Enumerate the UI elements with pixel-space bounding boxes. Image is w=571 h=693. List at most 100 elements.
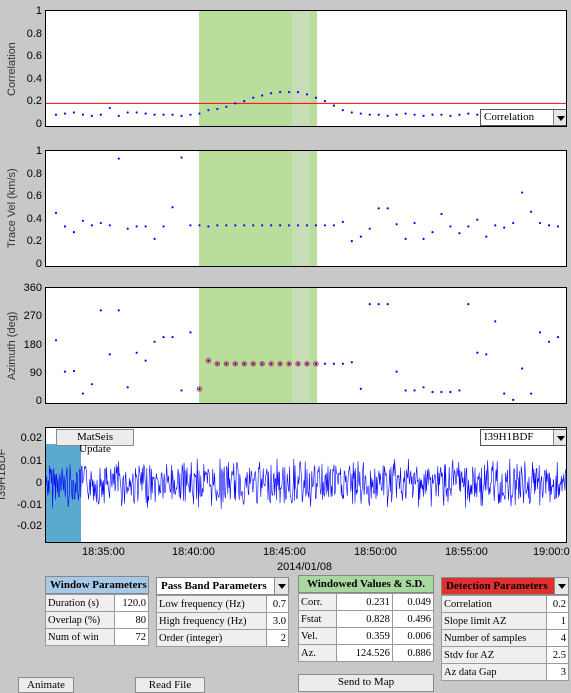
- matseis-update-button[interactable]: MatSeis Update: [56, 429, 134, 455]
- station-select[interactable]: I39H1BDF: [480, 429, 566, 446]
- azimuth-point: [108, 353, 111, 356]
- azimuth-point: [332, 362, 335, 365]
- correlation-point: [332, 104, 335, 107]
- velocity-point: [261, 224, 264, 227]
- velocity-point: [99, 221, 102, 225]
- pass-band-header[interactable]: Pass Band Parameters: [156, 577, 289, 595]
- window-parameters-table: Duration (s) 120.0 Overlap (%) 80 Num of win…: [45, 594, 150, 646]
- azimuth-point: [449, 390, 452, 394]
- detection-parameters-title: Detection Parameters: [446, 580, 548, 592]
- correlation-chart: [46, 11, 566, 126]
- plot-type-value: Correlation: [484, 111, 535, 123]
- windowed-values-table: Corr. 0.231 0.049 Fstat 0.828 0.496 Vel. 0.359 0…: [298, 593, 435, 662]
- azimuth-point: [503, 392, 506, 395]
- seismogram-plot[interactable]: MatSeis Update I39H1BDF: [45, 427, 567, 543]
- velocity-point: [108, 224, 111, 227]
- azimuth-point: [90, 383, 93, 386]
- param-value-field[interactable]: 0.7: [266, 595, 289, 613]
- param-label: Num of win: [45, 628, 115, 646]
- param-label: Vel.: [298, 627, 337, 645]
- azimuth-point: [63, 370, 67, 373]
- window-overlap-band: [292, 288, 310, 403]
- table-row: Slope limit AZ 1: [440, 612, 569, 630]
- correlation-point: [180, 114, 183, 117]
- param-value-field[interactable]: 120.0: [113, 594, 150, 612]
- animate-button[interactable]: Animate: [18, 677, 74, 693]
- date-label: 2014/01/08: [277, 561, 333, 573]
- correlation-plot[interactable]: Correlation: [45, 10, 567, 127]
- param-value-field[interactable]: 0.231: [335, 593, 393, 611]
- velocity-point: [386, 207, 389, 210]
- velocity-point: [494, 224, 497, 227]
- azimuth-point: [135, 351, 138, 354]
- correlation-point: [296, 91, 300, 94]
- param-value-field[interactable]: 4: [546, 629, 569, 647]
- param-value-field[interactable]: 2: [266, 629, 289, 647]
- correlation-point: [225, 105, 228, 108]
- azimuth-selected-point: [223, 361, 230, 367]
- correlation-point: [386, 114, 389, 117]
- param-label: Number of samples: [440, 629, 548, 647]
- velocity-point: [54, 211, 58, 214]
- param-value-field[interactable]: 80: [113, 611, 150, 629]
- param-value-field[interactable]: 0.359: [335, 627, 393, 645]
- param-label: Correlation: [440, 595, 548, 613]
- azimuth-selected-point: [268, 361, 274, 367]
- correlation-point: [243, 100, 246, 103]
- azimuth-selected-point: [205, 357, 212, 364]
- correlation-point: [63, 112, 67, 115]
- azimuth-point: [377, 303, 380, 306]
- velocity-point: [521, 191, 524, 194]
- param-value-field[interactable]: 0.006: [391, 627, 435, 645]
- velocity-point: [440, 212, 443, 216]
- param-value-field[interactable]: 0.049: [391, 593, 435, 611]
- param-value-field[interactable]: 0.886: [391, 644, 435, 662]
- azimuth-point: [234, 362, 237, 365]
- read-file-button[interactable]: Read File: [135, 677, 205, 693]
- velocity-point: [314, 224, 318, 227]
- azimuth-point: [556, 335, 560, 339]
- y-tick-label: 0.6: [26, 190, 42, 203]
- trace-velocity-plot[interactable]: [45, 150, 567, 267]
- azimuth-point: [368, 303, 371, 306]
- param-value-field[interactable]: 2.5: [546, 646, 569, 664]
- velocity-point: [341, 220, 344, 224]
- table-row: Number of samples 4: [440, 629, 569, 647]
- velocity-point: [162, 225, 165, 228]
- correlation-point: [279, 91, 282, 94]
- azimuth-point: [144, 359, 147, 362]
- azimuth-point: [54, 339, 58, 342]
- param-value-field[interactable]: 0.496: [391, 610, 435, 628]
- param-value-field[interactable]: 0.2: [546, 595, 569, 613]
- velocity-point: [153, 237, 156, 240]
- param-value-field[interactable]: 1: [546, 612, 569, 630]
- signal-marker: [46, 444, 81, 542]
- detection-parameters-header[interactable]: Detection Parameters: [441, 577, 569, 595]
- x-tick-label: 18:55:00: [445, 546, 488, 558]
- correlation-point: [413, 113, 416, 116]
- send-to-map-button[interactable]: Send to Map: [298, 674, 434, 692]
- azimuth-point: [485, 353, 488, 356]
- param-value-field[interactable]: 72: [113, 628, 150, 646]
- azimuth-point: [162, 335, 165, 339]
- velocity-point: [216, 224, 219, 227]
- param-value-field[interactable]: 0.828: [335, 610, 393, 628]
- y-tick-label: 0: [35, 477, 42, 489]
- table-row: Az data Gap 3: [440, 663, 569, 681]
- correlation-point: [198, 112, 201, 115]
- velocity-point: [538, 221, 542, 225]
- plot-type-select[interactable]: Correlation: [480, 109, 566, 126]
- correlation-point: [476, 113, 479, 116]
- correlation-point: [90, 114, 93, 117]
- azimuth-point: [243, 362, 246, 365]
- param-value-field[interactable]: 3.0: [266, 612, 289, 630]
- y-tick-label: 0.2: [26, 235, 42, 248]
- param-value-field[interactable]: 124.526: [335, 644, 393, 662]
- correlation-point: [449, 114, 452, 117]
- azimuth-point: [323, 362, 327, 365]
- y-tick-label: -0.01: [16, 499, 42, 511]
- correlation-point: [126, 111, 129, 114]
- azimuth-plot[interactable]: [45, 287, 567, 404]
- azimuth-point: [386, 303, 389, 306]
- param-value-field[interactable]: 3: [546, 663, 569, 681]
